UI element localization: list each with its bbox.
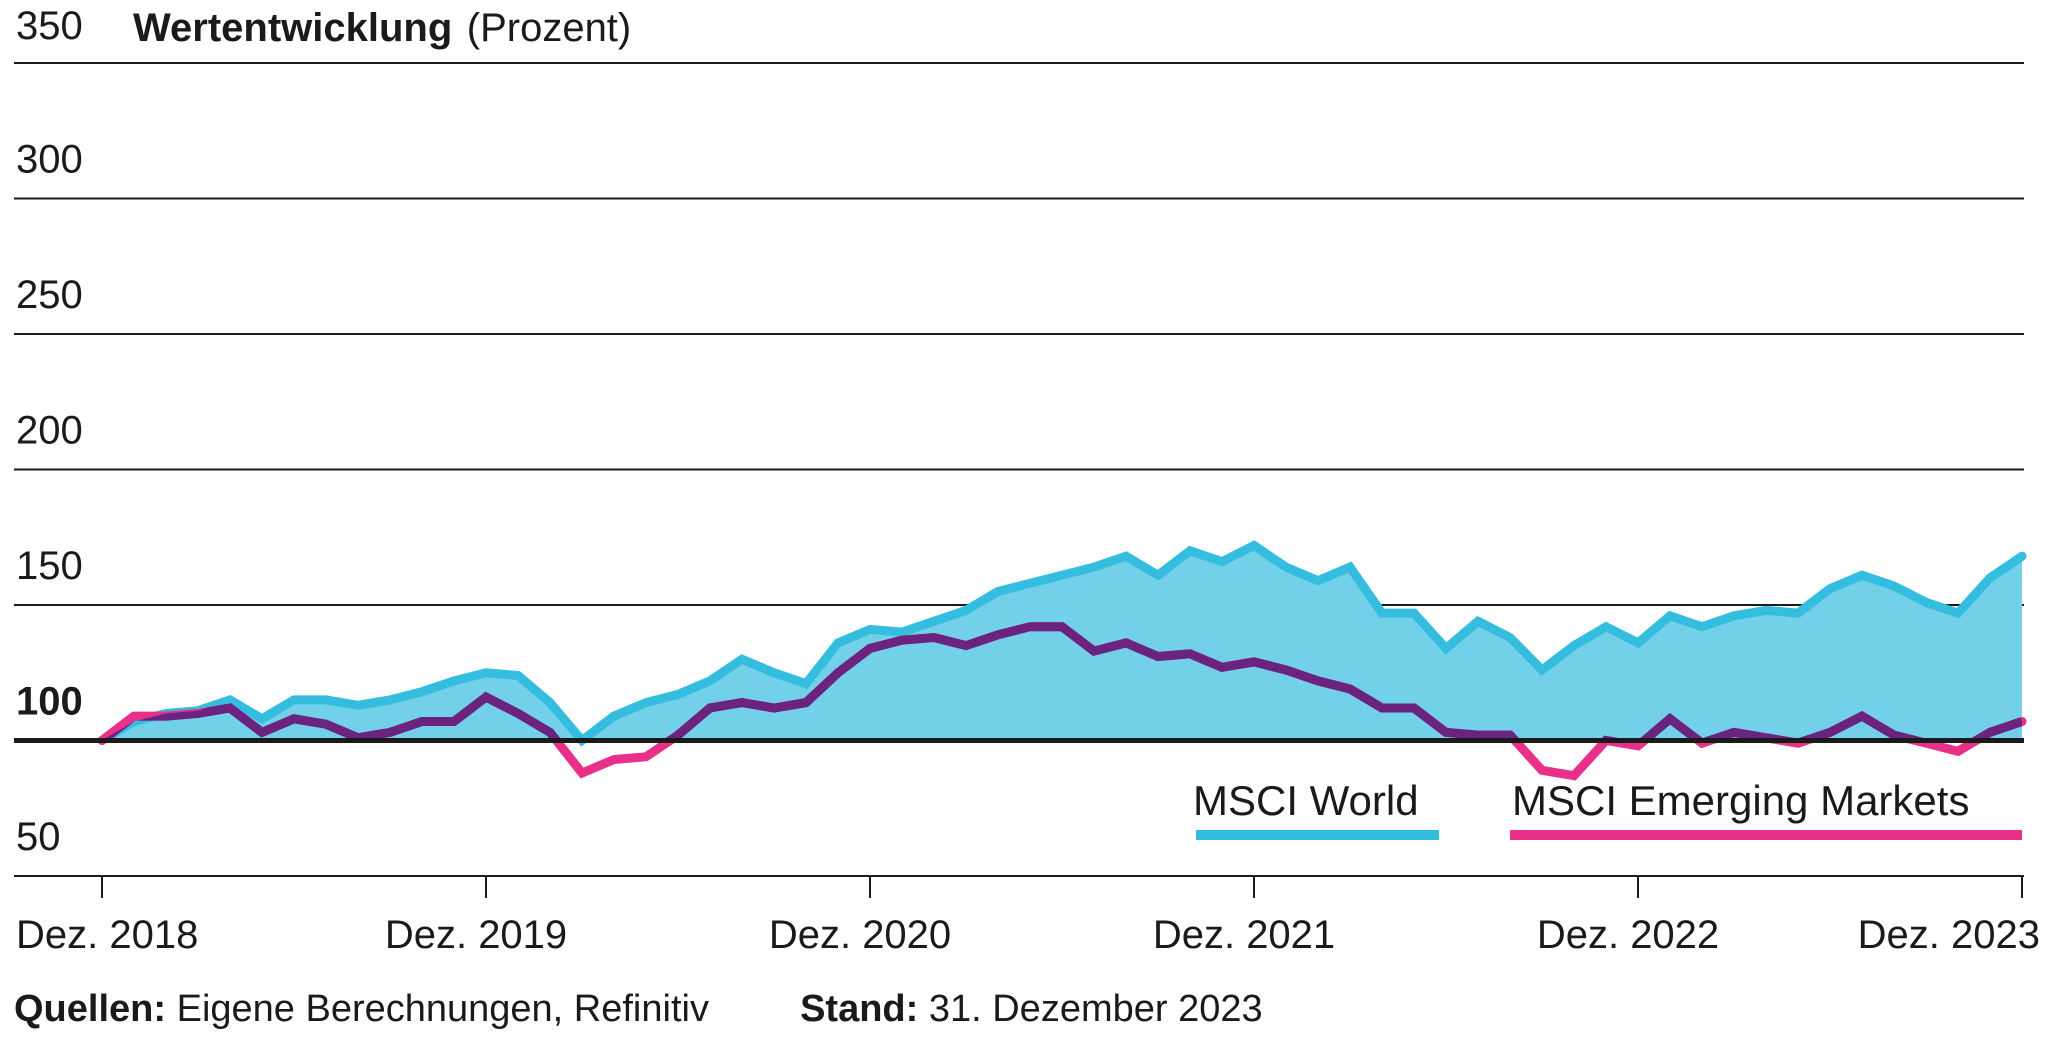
legend-label-msci-world: MSCI World xyxy=(1193,777,1419,824)
y-tick-label-300: 300 xyxy=(16,138,83,182)
sources-label: Quellen: xyxy=(14,988,167,1030)
legend-label-msci-em: MSCI Emerging Markets xyxy=(1512,777,1969,824)
y-tick-label-250: 250 xyxy=(16,273,83,317)
date-label: Stand: xyxy=(800,988,919,1030)
x-tick-label: Dez. 2021 xyxy=(1153,913,1335,957)
msci-world-line xyxy=(97,540,2027,747)
y-tick-label-200: 200 xyxy=(16,409,83,453)
y-tick-label-100: 100 xyxy=(16,680,83,724)
y-tick-label-350: 350 xyxy=(16,4,83,48)
legend-swatch-msci-world xyxy=(1196,830,1439,840)
x-tick-label: Dez. 2019 xyxy=(385,913,567,957)
msci-world-area xyxy=(102,545,2022,741)
chart-title: Wertentwicklung (Prozent) xyxy=(133,6,631,50)
chart-title-unit: (Prozent) xyxy=(467,6,632,50)
footer: Quellen: Eigene Berechnungen, Refinitiv … xyxy=(14,988,1263,1031)
x-axis: Dez. 2018 Dez. 2019 Dez. 2020 Dez. 2021 Dez.… xyxy=(14,875,2040,957)
x-tick-label: Dez. 2018 xyxy=(16,913,198,957)
x-tick-label: Dez. 2020 xyxy=(769,913,951,957)
sources-value: Eigene Berechnungen, Refinitiv xyxy=(176,988,709,1030)
legend: MSCI World MSCI Emerging Markets xyxy=(1193,777,2022,840)
date-value: 31. Dezember 2023 xyxy=(928,988,1263,1030)
chart-title-main: Wertentwicklung xyxy=(133,6,452,50)
series-layer xyxy=(14,540,2027,781)
x-tick-label: Dez. 2023 xyxy=(1858,913,2040,957)
msci-em-line-overlap xyxy=(102,622,2022,741)
x-tick-label: Dez. 2022 xyxy=(1537,913,1719,957)
y-axis-labels: 350 300 250 200 150 100 50 xyxy=(16,4,83,859)
y-tick-label-150: 150 xyxy=(16,544,83,588)
legend-swatch-msci-em xyxy=(1510,830,2022,840)
gridlines xyxy=(14,62,2024,877)
y-tick-label-50: 50 xyxy=(16,815,61,859)
